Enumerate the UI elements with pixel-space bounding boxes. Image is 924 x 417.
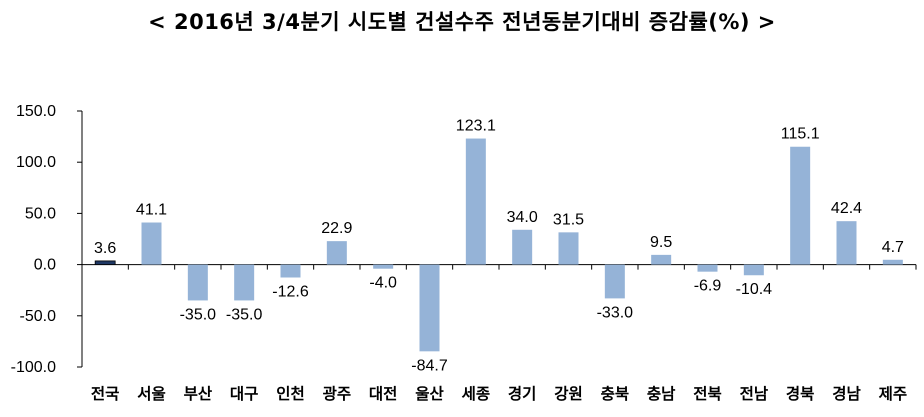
data-label: 22.9 — [321, 220, 352, 237]
bar-전국 — [94, 260, 116, 266]
data-label: 9.5 — [650, 234, 672, 251]
x-category-label: 경북 — [786, 385, 815, 403]
x-category-label: 제주 — [879, 385, 908, 403]
x-axis-categories: 전국 서울 부산 대구 인천 광주 대전 울산 세종 경기 강원 충북 충남 전북 전남 경북 경남 제주 — [91, 384, 907, 403]
data-label: 4.7 — [882, 239, 904, 256]
x-category-label: 강원 — [554, 385, 583, 403]
bar-전북 — [697, 264, 718, 272]
y-tick-label: 100.0 — [16, 154, 56, 171]
bar-전남 — [743, 264, 764, 276]
data-label: 34.0 — [507, 209, 538, 226]
bars — [94, 138, 903, 352]
data-label: 115.1 — [781, 126, 820, 143]
x-category-label: 전북 — [693, 385, 722, 403]
x-category-label: 광주 — [323, 384, 352, 403]
y-tick-label: 0.0 — [34, 257, 56, 274]
y-axis: 150.0 100.0 50.0 0.0 -50.0 -100.0 — [11, 103, 917, 376]
x-category-label: 전국 — [91, 385, 120, 403]
data-label: 3.6 — [94, 240, 116, 257]
data-label: -12.6 — [272, 284, 309, 301]
bar-경북 — [790, 146, 811, 265]
x-category-label: 세종 — [462, 385, 491, 403]
bar-서울 — [141, 222, 162, 265]
bar-충북 — [604, 264, 625, 299]
x-category-label: 대구 — [230, 385, 259, 403]
data-label: 123.1 — [456, 118, 496, 135]
bar-충남 — [651, 254, 672, 265]
x-category-label: 충남 — [647, 385, 676, 403]
data-label: -35.0 — [180, 306, 217, 323]
data-label: -4.0 — [369, 275, 397, 292]
data-labels: 3.6 41.1 -35.0 -35.0 -12.6 22.9 -4.0 -84.7 123.1… — [94, 118, 904, 375]
bar-세종 — [465, 138, 486, 265]
data-label: 41.1 — [136, 202, 167, 219]
bar-대구 — [234, 264, 255, 301]
x-category-label: 전남 — [740, 385, 769, 403]
chart-title: < 2016년 3/4분기 시도별 건설수주 전년동분기대비 증감률(%) > — [148, 10, 776, 34]
bar-제주 — [882, 259, 903, 265]
y-tick-label: 150.0 — [16, 103, 56, 120]
y-tick-label: -50.0 — [20, 308, 57, 325]
bar-울산 — [419, 264, 440, 352]
data-label: -33.0 — [597, 304, 634, 321]
x-category-label: 인천 — [276, 385, 305, 403]
data-label: 42.4 — [831, 200, 862, 217]
bar-광주 — [326, 241, 347, 265]
data-label: 31.5 — [553, 211, 584, 228]
bar-강원 — [558, 232, 579, 265]
x-category-label: 서울 — [137, 385, 166, 403]
bar-경기 — [512, 229, 533, 265]
bar-대전 — [373, 264, 394, 269]
bar-경남 — [836, 221, 857, 265]
y-tick-label: -100.0 — [11, 359, 56, 376]
x-category-label: 충북 — [601, 385, 630, 403]
data-label: -10.4 — [736, 281, 773, 298]
x-category-label: 울산 — [415, 385, 444, 403]
bar-부산 — [187, 264, 208, 301]
x-category-label: 경남 — [832, 385, 861, 403]
x-category-label: 대전 — [369, 385, 398, 403]
x-category-label: 경기 — [508, 385, 537, 403]
data-label: -35.0 — [226, 306, 263, 323]
y-tick-label: 50.0 — [25, 205, 56, 222]
x-category-label: 부산 — [184, 385, 213, 403]
bar-인천 — [280, 264, 301, 278]
data-label: -6.9 — [694, 278, 722, 295]
data-label: -84.7 — [411, 357, 448, 374]
